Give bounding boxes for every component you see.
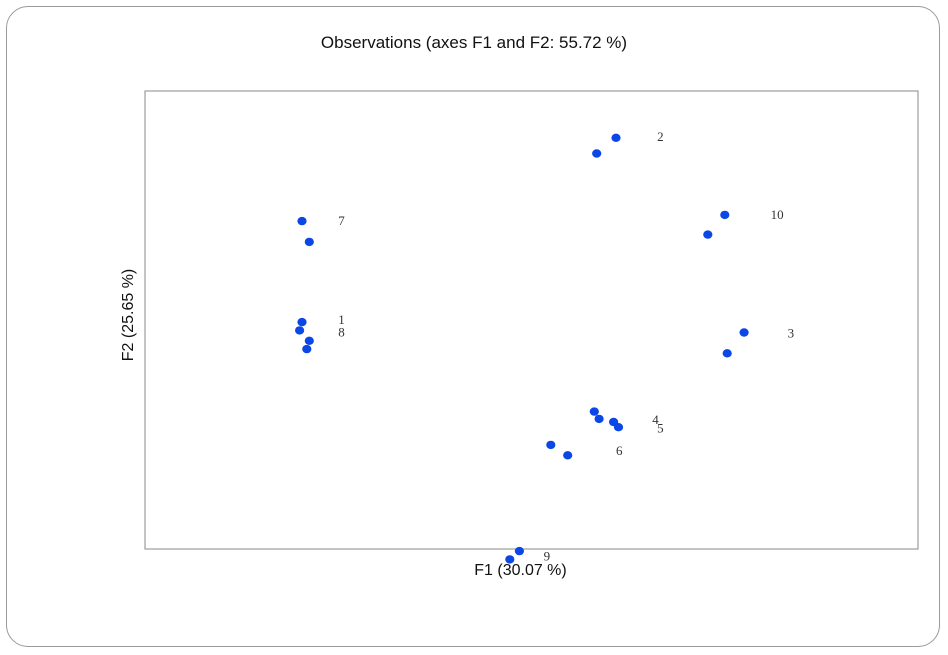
data-point [720,210,730,220]
point-label: 5 [657,420,664,435]
point-label: 3 [788,326,795,341]
data-point [589,407,599,416]
points-layer [295,133,749,564]
data-point [297,317,307,327]
point-labels-layer: 7 18 2 10 3 45 6 9 [338,129,795,563]
point-label: 7 [338,213,345,228]
data-point [563,451,573,460]
point-label: 9 [544,548,551,563]
y-axis-title: F2 (25.65 %) [120,269,137,361]
data-point [613,423,624,432]
data-point [703,230,713,239]
x-axis-title: F1 (30.07 %) [474,562,566,579]
data-point [514,546,525,556]
chart-title: Observations (axes F1 and F2: 55.72 %) [320,33,628,52]
data-point [592,149,602,158]
point-label: 6 [616,443,623,458]
data-point [594,414,604,424]
point-label: 4 [652,412,659,427]
data-point [295,326,305,335]
data-point [302,344,312,354]
data-point [304,336,314,345]
data-point [505,555,515,564]
data-point [722,349,732,358]
data-point [739,328,749,337]
data-point [304,237,314,247]
point-label: 8 [338,325,345,340]
point-label: 1 [338,312,345,327]
data-point [546,440,556,450]
plot-area [144,90,919,550]
data-point [297,216,307,226]
point-label: 10 [771,207,784,222]
data-point [611,133,621,142]
point-label: 2 [657,129,664,144]
